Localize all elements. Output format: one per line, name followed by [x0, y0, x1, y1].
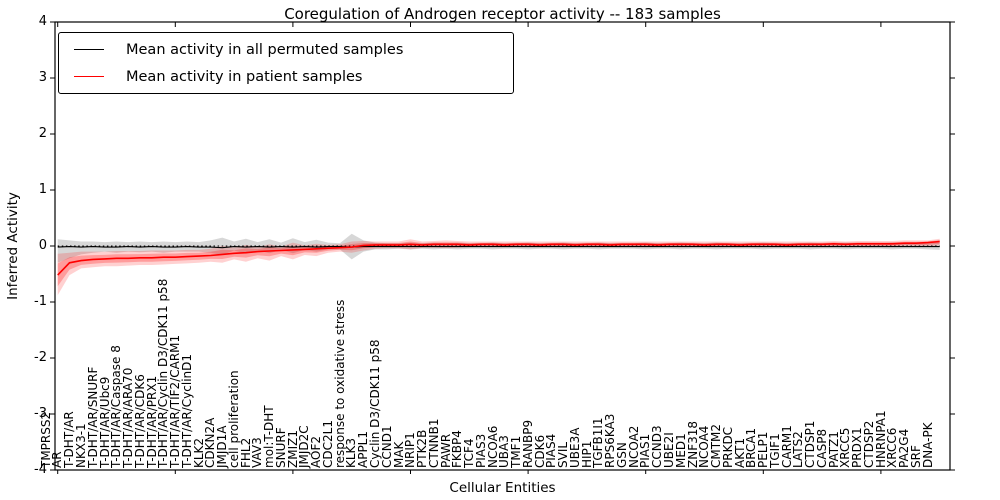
x-tick-label: CCND1: [379, 425, 394, 468]
legend-label-patient: Mean activity in patient samples: [126, 68, 363, 85]
chart-title: Coregulation of Androgen receptor activi…: [284, 5, 721, 23]
x-tick-label: MED1: [673, 433, 688, 468]
y-tick-label: -2: [34, 350, 47, 365]
y-tick-label: 4: [38, 14, 47, 29]
legend-label-permuted: Mean activity in all permuted samples: [126, 41, 404, 58]
y-tick-label: -4: [34, 462, 47, 477]
x-tick-label: T-DHT/AR/CyclinD1: [179, 353, 194, 468]
x-tick-label: TGIF1: [767, 433, 782, 468]
black-line-swatch-icon: [74, 49, 104, 50]
y-tick-label: 2: [38, 126, 47, 141]
legend-entry-permuted: Mean activity in all permuted samples: [59, 42, 513, 58]
y-tick-label: -3: [34, 406, 47, 421]
y-tick-label: 1: [38, 182, 47, 197]
legend-entry-patient: Mean activity in patient samples: [59, 69, 513, 85]
y-tick-label: -1: [34, 294, 47, 309]
x-tick-label: T-DHT/AR/SNURF: [85, 366, 100, 468]
x-tick-label: PIAS3: [473, 433, 488, 468]
legend: Mean activity in all permuted samples Me…: [58, 32, 514, 94]
y-tick-label: 3: [38, 70, 47, 85]
x-tick-label: CTNNB1: [426, 418, 441, 468]
x-axis-label: Cellular Entities: [449, 480, 556, 496]
y-tick-label: 0: [38, 238, 47, 253]
x-tick-label: T-DHT/AR/CDK6: [132, 374, 147, 468]
red-line-swatch-icon: [74, 76, 104, 77]
x-tick-label: PRKDC: [720, 426, 735, 468]
x-tick-label: DNA-PK: [920, 422, 935, 468]
